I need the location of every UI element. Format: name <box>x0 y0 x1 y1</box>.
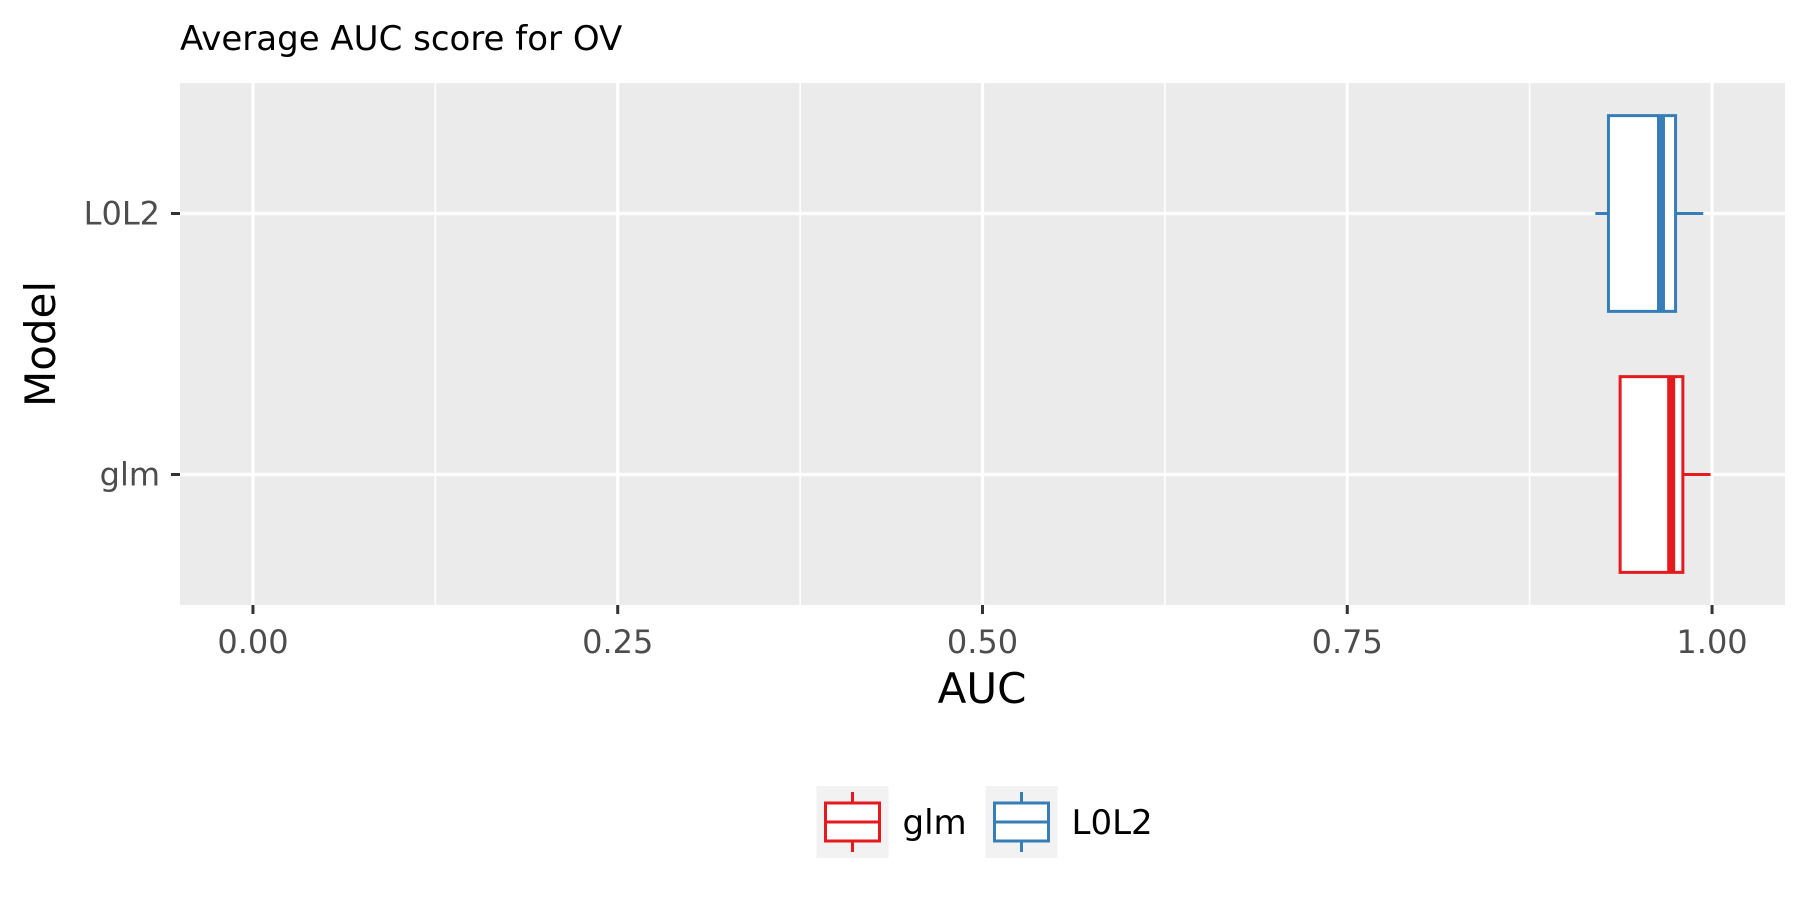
boxplot-marks <box>1595 114 1711 574</box>
legend-label: glm <box>903 803 967 843</box>
x-tick-label: 0.25 <box>582 623 653 661</box>
legend: glm L0L2 <box>816 786 1153 858</box>
x-tick-label: 0.75 <box>1312 623 1383 661</box>
x-axis-title: AUC <box>938 664 1027 713</box>
y-axis: glm L0L2 <box>84 195 180 494</box>
chart-title: Average AUC score for OV <box>180 19 622 59</box>
box-glm <box>1618 375 1711 574</box>
y-axis-title: Model <box>16 281 65 407</box>
x-tick-label: 0.50 <box>947 623 1018 661</box>
y-tick-label: L0L2 <box>84 195 160 233</box>
box-iqr <box>1606 114 1678 313</box>
x-axis: 0.00 0.25 0.50 0.75 1.00 <box>217 605 1748 661</box>
grid-lines <box>180 83 1785 605</box>
legend-item-glm: glm <box>816 786 967 858</box>
x-tick-label: 1.00 <box>1676 623 1747 661</box>
x-tick-label: 0.00 <box>217 623 288 661</box>
legend-item-l0l2: L0L2 <box>985 786 1153 858</box>
box-l0l2 <box>1595 114 1704 313</box>
legend-label: L0L2 <box>1072 803 1153 843</box>
y-tick-label: glm <box>100 456 160 494</box>
